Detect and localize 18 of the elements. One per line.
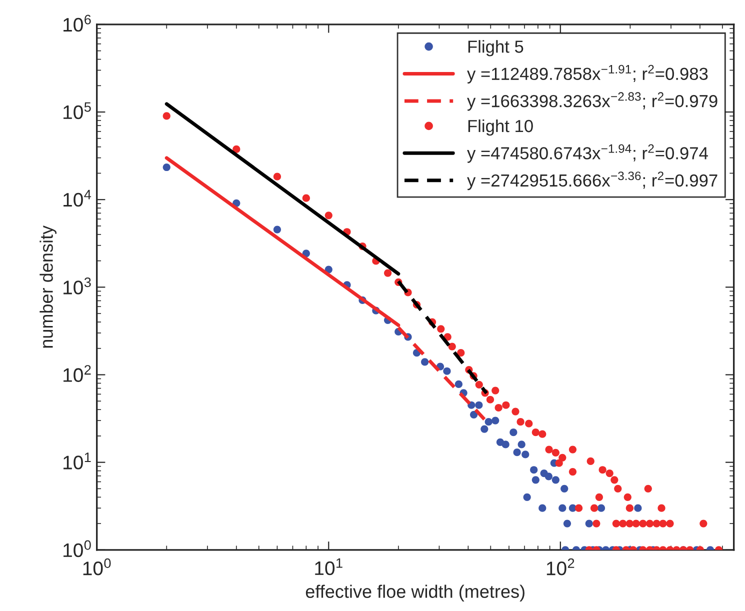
y-tick-label: 10$^{2}$ <box>64 365 91 382</box>
y-tick-label: 10$^{1}$ <box>64 452 91 470</box>
y-axis-title: number density <box>40 225 56 348</box>
legend-label: y =112489.7858x$^{−1.91}$; r$^{2}$=0.983 <box>467 64 708 84</box>
x-tick-label: 10$^{2}$ <box>546 558 574 576</box>
y-tick-label: 10$^{6}$ <box>64 14 91 32</box>
legend-label: y =1663398.3263x$^{−2.83}$; r$^{2}$=0.979 <box>467 92 718 111</box>
y-tick-label: 10$^{5}$ <box>64 102 91 120</box>
y-tick-label: 10$^{3}$ <box>64 277 91 294</box>
legend-label: y =27429515.666x$^{−3.36}$; r$^{2}$=0.997 <box>467 172 718 190</box>
y-tick-label: 10$^{4}$ <box>64 190 92 207</box>
legend-label: y =474580.6743x$^{−1.94}$; r$^{2}$=0.974 <box>467 144 708 163</box>
x-tick-label: 10$^{0}$ <box>83 558 111 576</box>
legend-label: Flight 10 <box>468 119 533 136</box>
y-tick-label: 10$^{0}$ <box>64 540 91 558</box>
x-axis-title: effective floe width (metres) <box>306 584 524 602</box>
legend-label: Flight 5 <box>468 40 524 56</box>
x-tick-label: 10$^{1}$ <box>315 558 342 576</box>
